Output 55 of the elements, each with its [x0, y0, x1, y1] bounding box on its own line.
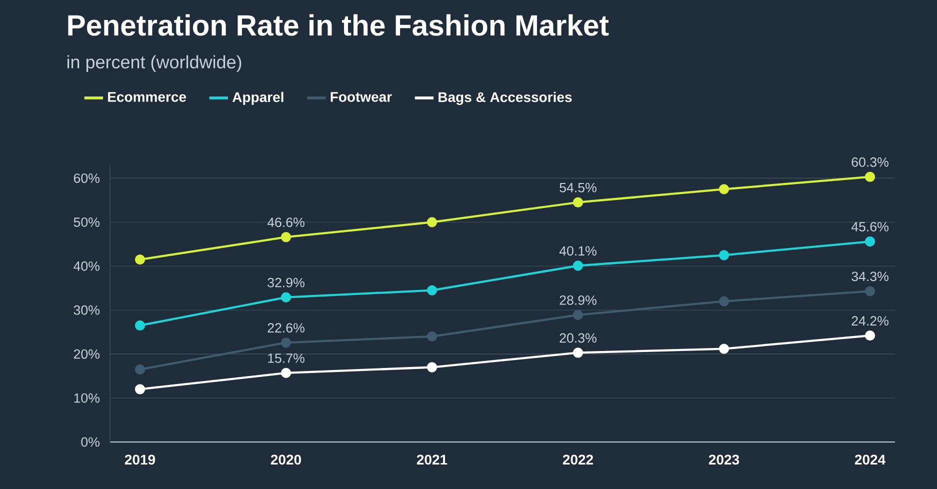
- data-label: 20.3%: [560, 333, 596, 343]
- point: [426, 285, 438, 296]
- point: [718, 250, 730, 260]
- data-label: 60.3%: [852, 157, 888, 167]
- point: [572, 197, 584, 208]
- point: [134, 384, 146, 394]
- y-tick-label: 60%: [74, 173, 100, 183]
- point: [864, 286, 876, 296]
- legend-label: Apparel: [232, 92, 284, 105]
- y-tick-label: 50%: [74, 217, 100, 227]
- point: [864, 172, 876, 182]
- point: [134, 254, 146, 265]
- point: [426, 331, 438, 342]
- point: [134, 320, 146, 331]
- point: [864, 330, 876, 341]
- point: [426, 217, 438, 228]
- data-label: 54.5%: [560, 182, 596, 192]
- point: [572, 310, 584, 320]
- point: [134, 364, 146, 375]
- data-label: 24.2%: [852, 316, 888, 326]
- x-tick-label: 2019: [124, 454, 156, 465]
- y-tick-label: 0%: [81, 437, 100, 447]
- legend-label: Ecommerce: [108, 92, 186, 102]
- point: [718, 184, 730, 194]
- y-tick-label: 30%: [74, 305, 100, 315]
- point: [280, 338, 292, 348]
- data-label: 45.6%: [851, 222, 888, 232]
- point: [718, 344, 730, 354]
- legend-label: Footwear: [330, 92, 392, 102]
- legend-label: Bags & Accessories: [438, 92, 572, 105]
- y-tick-label: 40%: [74, 261, 100, 271]
- y-tick-label: 10%: [74, 393, 100, 403]
- x-tick-label: 2023: [708, 454, 740, 465]
- point: [280, 368, 292, 378]
- chart-subtitle: in percent (worldwide): [67, 55, 242, 72]
- data-label: 46.6%: [267, 218, 304, 228]
- data-label: 32.9%: [268, 278, 304, 288]
- chart-title: Penetration Rate in the Fashion Market: [68, 14, 609, 36]
- data-label: 34.3%: [852, 272, 888, 282]
- data-label: 40.1%: [559, 246, 596, 256]
- data-label: 22.6%: [268, 323, 304, 333]
- point: [572, 348, 584, 358]
- x-tick-label: 2022: [562, 454, 594, 465]
- point: [572, 260, 584, 271]
- point: [280, 232, 292, 242]
- y-tick-label: 20%: [74, 349, 100, 359]
- data-label: 28.9%: [560, 295, 596, 305]
- x-tick-label: 2020: [270, 454, 301, 465]
- point: [718, 296, 730, 306]
- x-tick-label: 2024: [854, 454, 886, 465]
- point: [864, 236, 876, 247]
- data-label: 15.7%: [268, 354, 304, 363]
- point: [280, 292, 292, 302]
- x-tick-label: 2021: [416, 454, 448, 465]
- point: [426, 362, 438, 372]
